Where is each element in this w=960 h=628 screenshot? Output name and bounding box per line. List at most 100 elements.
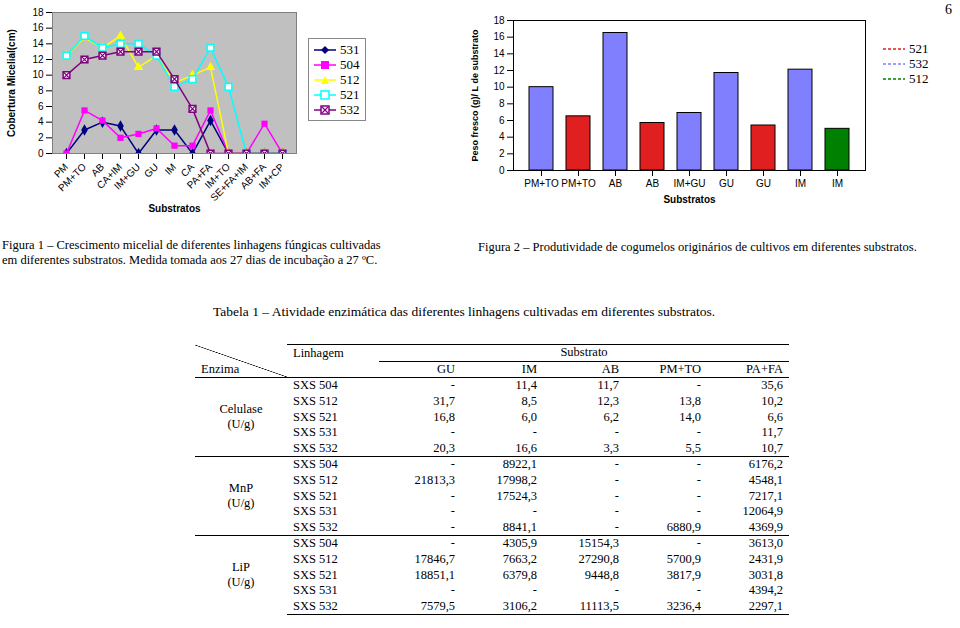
html-text:17524,3: 17524,3 — [496, 488, 537, 503]
html-text:13,8: 13,8 — [679, 394, 701, 409]
svg-text:0: 0 — [38, 148, 44, 159]
svg-text:AB: AB — [89, 161, 107, 179]
svg-text:Cobertura Micelial(cm): Cobertura Micelial(cm) — [6, 29, 17, 137]
html-text:12,3: 12,3 — [597, 394, 619, 409]
svg-text:GU: GU — [142, 161, 160, 179]
svg-text:PM+TO: PM+TO — [524, 178, 559, 189]
html-text:SXS 521: SXS 521 — [293, 488, 338, 503]
html-text:SXS 521: SXS 521 — [293, 409, 338, 424]
svg-text:4: 4 — [499, 131, 505, 142]
html-text:35,6: 35,6 — [761, 378, 783, 393]
svg-text:6: 6 — [499, 115, 505, 126]
html-text:512: 512 — [340, 71, 360, 87]
html-text:20,3: 20,3 — [433, 440, 455, 455]
html-text:512: 512 — [909, 70, 929, 86]
html-text:Linhagem: Linhagem — [293, 345, 344, 360]
html-text:11,4: 11,4 — [515, 378, 537, 393]
html-text:Substrato: Substrato — [560, 345, 608, 360]
svg-text:Peso fresco (g)/ L de substrat: Peso fresco (g)/ L de substrato — [470, 29, 480, 161]
svg-text:PM+TO: PM+TO — [56, 161, 88, 193]
html-text:531: 531 — [340, 41, 360, 57]
svg-text:GU: GU — [756, 178, 771, 189]
svg-text:0: 0 — [499, 165, 505, 176]
svg-text:4: 4 — [38, 116, 44, 127]
svg-text:CA+IM: CA+IM — [94, 161, 125, 191]
html-text:10,2: 10,2 — [761, 394, 783, 409]
html-text:PA+FA: PA+FA — [746, 361, 783, 376]
html-text:521: 521 — [909, 40, 929, 56]
svg-text:Substratos: Substratos — [663, 194, 716, 205]
svg-text:12: 12 — [493, 65, 505, 76]
html-text:MnP: MnP — [228, 481, 254, 496]
html-text:SXS 504: SXS 504 — [293, 457, 338, 472]
html-text:5,5: 5,5 — [685, 440, 701, 455]
svg-text:IM: IM — [163, 161, 179, 177]
html-text:SXS 504: SXS 504 — [293, 378, 338, 393]
html-text:10,7: 10,7 — [761, 440, 783, 455]
html-text:3,3: 3,3 — [603, 440, 619, 455]
svg-text:2: 2 — [38, 132, 44, 143]
html-text:16,6: 16,6 — [515, 440, 537, 455]
svg-text:IM: IM — [832, 178, 843, 189]
html-text:14,0: 14,0 — [679, 409, 701, 424]
svg-text:12: 12 — [32, 54, 44, 65]
svg-text:PM+TO: PM+TO — [561, 178, 596, 189]
svg-text:AB: AB — [646, 178, 660, 189]
svg-text:Substratos: Substratos — [148, 203, 201, 214]
svg-text:AB: AB — [609, 178, 623, 189]
html-text:16,8: 16,8 — [433, 409, 455, 424]
html-text:(U/g): (U/g) — [227, 417, 255, 432]
html-text:Celulase: Celulase — [219, 402, 263, 417]
svg-text:SE+FA+IM: SE+FA+IM — [208, 161, 251, 204]
html-text:AB: AB — [601, 361, 619, 376]
html-text:PM+TO: PM+TO — [659, 361, 701, 376]
svg-text:8: 8 — [499, 98, 505, 109]
svg-text:10: 10 — [32, 69, 44, 80]
html-text:504: 504 — [340, 56, 360, 72]
html-text:SXS 512: SXS 512 — [293, 394, 338, 409]
html-text:IM: IM — [521, 361, 537, 376]
svg-text:IM+CP: IM+CP — [257, 161, 287, 191]
svg-text:GU: GU — [719, 178, 734, 189]
svg-text:16: 16 — [493, 31, 505, 42]
html-text:12064,9: 12064,9 — [742, 504, 783, 519]
svg-text:10: 10 — [493, 81, 505, 92]
html-text:Enzima: Enzima — [201, 362, 240, 377]
svg-text:18: 18 — [493, 15, 505, 26]
html-text:6176,2: 6176,2 — [748, 457, 783, 472]
html-text:7217,1: 7217,1 — [748, 488, 783, 503]
html-text:6,0: 6,0 — [521, 409, 537, 424]
svg-text:6: 6 — [38, 101, 44, 112]
svg-text:IM+TO: IM+TO — [202, 161, 233, 191]
html-text:GU: GU — [436, 361, 455, 376]
html-text:SXS 531: SXS 531 — [293, 425, 338, 440]
html-text:Tabela 1 – Atividade enzimátic: Tabela 1 – Atividade enzimática das dife… — [213, 304, 716, 319]
html-text:SXS 532: SXS 532 — [293, 519, 338, 534]
svg-text:AB+FA: AB+FA — [238, 161, 269, 192]
svg-text:18: 18 — [32, 7, 44, 18]
svg-text:IM: IM — [795, 178, 806, 189]
html-text:11,7: 11,7 — [597, 378, 619, 393]
html-text:532: 532 — [340, 101, 360, 117]
html-text:521: 521 — [340, 86, 360, 102]
html-text:6,2: 6,2 — [603, 409, 619, 424]
html-text:SXS 532: SXS 532 — [293, 440, 338, 455]
html-text:8922,1: 8922,1 — [502, 457, 537, 472]
html-text:SXS 531: SXS 531 — [293, 504, 338, 519]
html-text:Figura 1 – Crescimento micelia: Figura 1 – Crescimento micelial de difer… — [2, 238, 381, 267]
svg-text:IM+GU: IM+GU — [112, 161, 142, 191]
svg-text:PA+FA: PA+FA — [184, 161, 215, 191]
svg-text:14: 14 — [32, 38, 44, 49]
svg-text:2: 2 — [499, 148, 505, 159]
svg-text:IM+GU: IM+GU — [674, 178, 706, 189]
svg-text:8: 8 — [38, 85, 44, 96]
html-text:11,7: 11,7 — [761, 425, 783, 440]
html-text:31,7: 31,7 — [433, 394, 455, 409]
svg-text:16: 16 — [32, 22, 44, 33]
svg-text:CA: CA — [178, 161, 197, 179]
svg-text:14: 14 — [493, 48, 505, 59]
html-text:6,6: 6,6 — [767, 409, 783, 424]
html-text:8,5: 8,5 — [521, 394, 537, 409]
html-text:532: 532 — [909, 55, 929, 71]
html-text:(U/g): (U/g) — [227, 496, 255, 511]
